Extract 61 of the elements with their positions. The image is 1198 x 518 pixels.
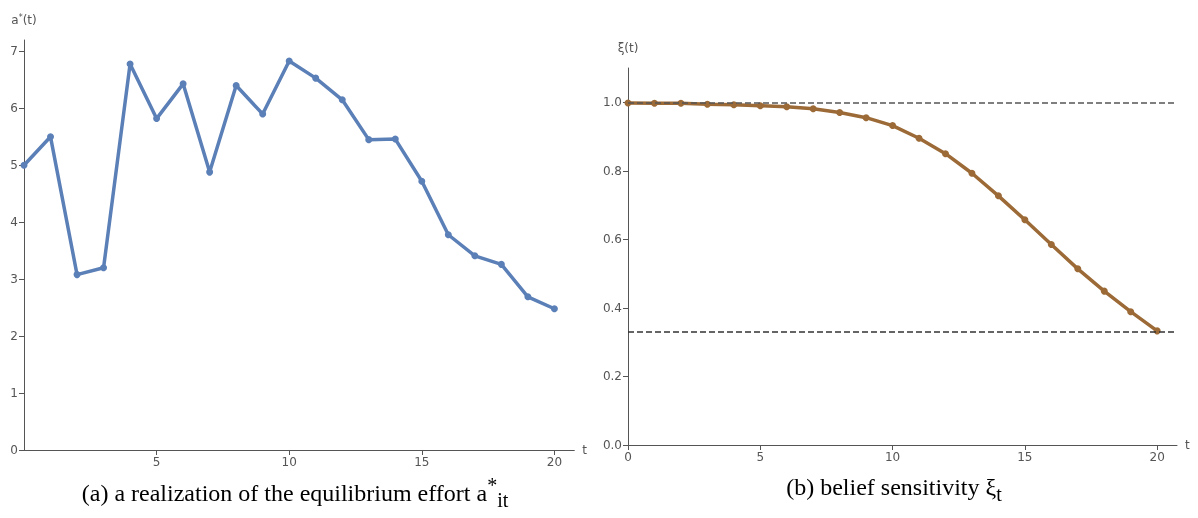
point [550,305,558,313]
point [862,114,870,122]
x-axis-title: t [582,443,588,457]
point [889,122,897,130]
text: (b) belief sensitivity ξ$_{t}$ [785,474,1003,506]
point [20,161,28,169]
x-tick-label: 0 [624,450,632,464]
y-axis-title: a*(t) [11,12,37,27]
point [1100,287,1108,295]
point [179,80,187,88]
y-axis-title: ξ(t) [617,41,639,55]
point [312,74,320,82]
y-tick-label: 7 [10,44,18,59]
point [915,134,923,142]
point [338,96,346,104]
point [756,102,764,110]
point [994,192,1002,200]
point [259,110,267,118]
point [471,252,479,260]
point [365,136,373,144]
x-tick-label: 10 [281,455,297,469]
y-tick-label: 0.6 [602,232,622,247]
y-tick-label: 4 [10,215,18,230]
point [942,150,949,158]
y-tick-label: 0.4 [602,300,622,315]
point [783,103,791,111]
point [206,168,214,176]
point [444,231,452,239]
x-tick-label: 15 [414,455,430,469]
y-tick-label: 6 [10,101,18,116]
point [497,260,505,268]
x-tick-label: 10 [884,450,901,464]
point [1127,308,1135,316]
y-tick-label: 0.8 [602,163,622,178]
x-tick-label: 20 [546,455,563,469]
y-tick-label: 1 [10,386,18,401]
x-axis-title: t [1185,438,1190,452]
point [100,264,108,272]
y-tick-label: 2 [10,329,18,344]
y-tick-label: 0.2 [602,369,622,384]
x-tick-label: 15 [1017,450,1033,464]
point [1074,265,1082,273]
point [153,115,161,123]
point [809,105,817,113]
point [836,109,844,117]
point [1047,241,1055,248]
x-tick-label: 5 [756,450,765,464]
x-tick-label: 5 [152,455,161,469]
y-tick-label: 1.0 [602,95,622,110]
x-tick-label: 20 [1149,450,1165,464]
y-tick-label: 0.0 [602,438,622,452]
point [418,177,426,185]
point [524,293,532,301]
point [1021,216,1029,224]
point [391,135,399,143]
point [968,169,976,177]
point [73,271,81,279]
y-tick-label: 5 [10,158,18,173]
point [47,133,55,141]
y-tick-label: 3 [10,272,18,287]
point [285,57,293,65]
